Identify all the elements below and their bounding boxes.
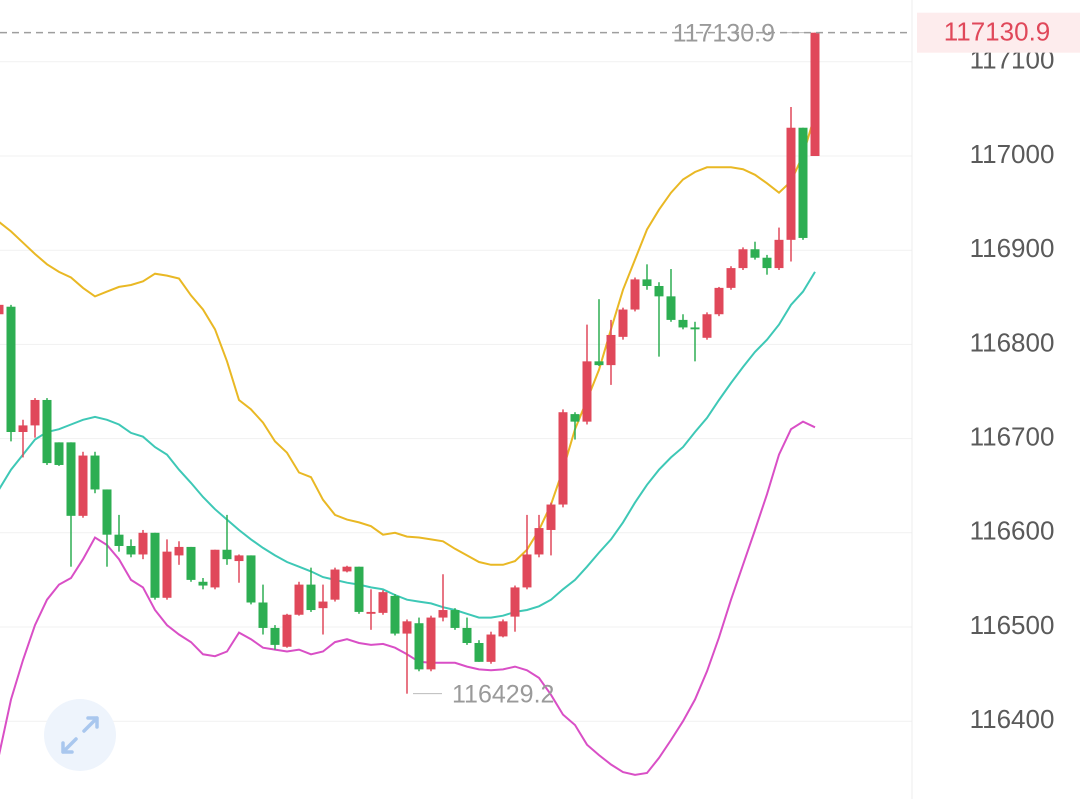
candle-body bbox=[258, 602, 268, 628]
candle-body bbox=[570, 414, 580, 422]
candle-body bbox=[798, 127, 808, 238]
candle-body bbox=[738, 249, 748, 269]
candle-body bbox=[18, 425, 28, 432]
y-tick-label: 116700 bbox=[970, 421, 1055, 451]
candle-body bbox=[594, 361, 604, 366]
candle-body bbox=[498, 621, 508, 637]
candle-body bbox=[402, 621, 412, 634]
y-tick-label: 116900 bbox=[970, 233, 1055, 263]
y-tick-label: 116400 bbox=[970, 704, 1055, 734]
expand-button[interactable] bbox=[44, 699, 116, 771]
y-tick-label: 117000 bbox=[970, 139, 1055, 169]
band-line bbox=[0, 114, 816, 566]
y-tick-label: 116800 bbox=[970, 327, 1055, 357]
candle-body bbox=[462, 627, 472, 644]
candle-body bbox=[78, 455, 88, 516]
candle-body bbox=[270, 627, 280, 645]
candle-body bbox=[558, 412, 568, 505]
candle-body bbox=[138, 532, 148, 555]
candle-body bbox=[66, 442, 76, 516]
candle-body bbox=[378, 592, 388, 613]
band-line bbox=[0, 420, 816, 776]
candle-body bbox=[114, 534, 124, 546]
candle-body bbox=[426, 617, 436, 670]
candle-body bbox=[150, 532, 160, 598]
candle-body bbox=[474, 643, 484, 662]
candle-body bbox=[702, 314, 712, 338]
expand-button-bg[interactable] bbox=[44, 699, 116, 771]
candle-body bbox=[438, 610, 448, 618]
candle-body bbox=[714, 287, 724, 315]
candle-body bbox=[90, 455, 100, 490]
candle-body bbox=[390, 595, 400, 634]
low-marker-label: 116429.2 bbox=[452, 680, 554, 708]
candle-body bbox=[810, 32, 820, 156]
expand-icon[interactable] bbox=[61, 716, 99, 754]
candle-body bbox=[102, 489, 112, 535]
candle-body bbox=[186, 546, 196, 580]
candle-body bbox=[30, 399, 40, 426]
band-line bbox=[0, 271, 816, 619]
candle-body bbox=[450, 610, 460, 628]
y-axis: 116400 116500 116600 116700 116800 116900 1170… bbox=[917, 12, 1080, 734]
candle-body bbox=[642, 279, 652, 286]
candle-body bbox=[198, 581, 208, 586]
candle-body bbox=[606, 334, 616, 366]
candle-body bbox=[774, 239, 784, 269]
candle-body bbox=[690, 327, 700, 330]
candle-body bbox=[486, 634, 496, 662]
candle-body bbox=[42, 399, 52, 464]
candle-body bbox=[306, 584, 316, 611]
candle-body bbox=[546, 504, 556, 530]
candle-body bbox=[162, 551, 172, 598]
candle-body bbox=[678, 319, 688, 328]
candle-body bbox=[366, 611, 376, 614]
candle-body bbox=[0, 304, 4, 315]
candle-body bbox=[582, 361, 592, 422]
candle-body bbox=[318, 601, 328, 609]
candle-body bbox=[786, 127, 796, 240]
y-tick-label: 116600 bbox=[970, 516, 1055, 546]
candle-body bbox=[762, 257, 772, 269]
candle-body bbox=[6, 306, 16, 432]
candle-body bbox=[414, 623, 424, 670]
candle-body bbox=[510, 587, 520, 617]
candle-body bbox=[726, 268, 736, 288]
candle-body bbox=[354, 566, 364, 612]
last-price-box bbox=[917, 12, 1080, 53]
candle-body bbox=[246, 555, 256, 603]
candle-body bbox=[282, 614, 292, 647]
candle-body bbox=[618, 309, 628, 337]
candle-body bbox=[654, 285, 664, 297]
y-tick-label: 116500 bbox=[970, 610, 1055, 640]
candle-body bbox=[294, 584, 304, 615]
candle-body bbox=[126, 545, 136, 555]
candle-body bbox=[210, 549, 220, 588]
candle-body bbox=[330, 569, 340, 600]
candle-body bbox=[534, 528, 544, 555]
candle-body bbox=[54, 442, 64, 465]
last-price-label: 117130.9 bbox=[944, 17, 1051, 47]
candle-body bbox=[342, 566, 352, 572]
candle-body bbox=[630, 279, 640, 310]
candle-body bbox=[174, 546, 184, 556]
candle-body bbox=[234, 555, 244, 562]
candle-body bbox=[522, 554, 532, 588]
candle-body bbox=[222, 549, 232, 560]
candle-body bbox=[666, 296, 676, 320]
candle-body bbox=[750, 249, 760, 258]
